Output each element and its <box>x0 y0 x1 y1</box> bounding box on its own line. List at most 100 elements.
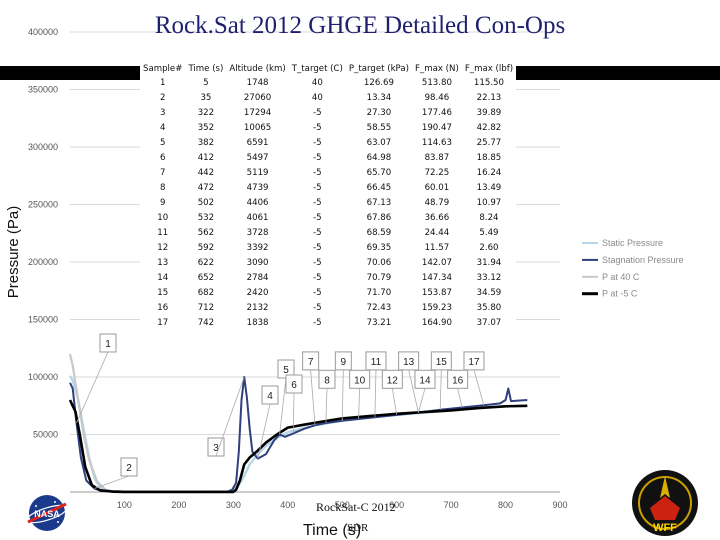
table-cell: 15 <box>157 287 169 298</box>
callout-label: 13 <box>403 357 415 368</box>
table-cell: 4061 <box>246 212 269 223</box>
y-tick-label: 150000 <box>28 315 58 325</box>
callout-label: 3 <box>213 443 219 454</box>
table-header-cell: F_max (lbf) <box>464 63 514 74</box>
table-cell: 513.80 <box>421 77 452 88</box>
svg-text:WFF: WFF <box>653 522 677 534</box>
y-tick-label: 400000 <box>28 27 58 37</box>
table-cell: -5 <box>313 302 322 313</box>
callout-leader <box>325 388 328 424</box>
table-cell: 442 <box>197 167 215 178</box>
table-cell: 60.01 <box>424 182 450 193</box>
series-line <box>68 353 234 493</box>
table-header-row: Sample# Time (s) Altitude (km) T_target (C)… <box>140 62 516 75</box>
table-header-cell: Altitude (km) <box>229 63 286 74</box>
table-cell: 2784 <box>246 272 269 283</box>
callout-label: 14 <box>419 375 431 386</box>
table-cell: 25.77 <box>476 137 502 148</box>
table-cell: 382 <box>197 137 215 148</box>
x-tick-label: 900 <box>552 500 567 510</box>
legend: Static Pressure Stagnation Pressure P at 4… <box>582 238 684 299</box>
table-cell: 472 <box>197 182 215 193</box>
x-tick-label: 400 <box>280 500 295 510</box>
table-header-cell: T_target (C) <box>291 63 343 74</box>
callout-label: 6 <box>291 380 297 391</box>
table-cell: 27.30 <box>366 107 392 118</box>
table-cell: 13 <box>157 257 169 268</box>
table-cell: 682 <box>197 287 215 298</box>
callout-label: 7 <box>308 357 314 368</box>
table-cell: 10 <box>157 212 169 223</box>
table-cell: 5 <box>159 137 166 148</box>
table-cell: 7 <box>159 167 166 178</box>
table-cell: 40 <box>311 77 323 88</box>
callout-leader <box>439 369 442 410</box>
callout-label: 11 <box>371 357 382 368</box>
table-cell: -5 <box>313 107 322 118</box>
callout-leader <box>358 388 361 419</box>
table-cell: 17 <box>157 317 169 328</box>
table-cell: 3728 <box>246 227 269 238</box>
table-header-cell: F_max (N) <box>414 63 459 74</box>
table-row: 12 592 3392 -5 69.35 11.57 2.60 <box>140 240 516 255</box>
table-cell: 98.46 <box>424 92 450 103</box>
table-cell: -5 <box>313 152 322 163</box>
table-cell: 2 <box>159 92 166 103</box>
y-tick-label: 350000 <box>28 85 58 95</box>
table-cell: 322 <box>197 107 215 118</box>
callout-label: 4 <box>267 391 273 402</box>
table-cell: -5 <box>313 137 322 148</box>
table-cell: 10.97 <box>476 197 502 208</box>
callout-label: 9 <box>341 357 347 368</box>
axes: 50000 100000 150000 200000 250000 300000 35000… <box>5 27 568 539</box>
x-tick-label: 800 <box>498 500 513 510</box>
table-cell: 6591 <box>246 137 269 148</box>
table-cell: 58.55 <box>366 122 392 133</box>
table-cell: -5 <box>313 212 322 223</box>
table-header-cell: P_target (kPa) <box>348 63 409 74</box>
table-row: 1 5 1748 40 126.69 513.80 115.50 <box>140 75 516 90</box>
table-cell: 5.49 <box>479 227 499 238</box>
table-cell: 11.57 <box>424 242 450 253</box>
table-cell: 67.13 <box>366 197 392 208</box>
table-cell: 352 <box>197 122 215 133</box>
table-row: 2 35 27060 40 13.34 98.46 22.13 <box>140 90 516 105</box>
table-cell: 8.24 <box>479 212 499 223</box>
callout-leader <box>279 377 287 435</box>
table-cell: 164.90 <box>421 317 452 328</box>
table-cell: 1838 <box>246 317 269 328</box>
table-cell: 71.70 <box>366 287 392 298</box>
table-cell: 652 <box>197 272 215 283</box>
table-cell: 64.98 <box>366 152 392 163</box>
table-cell: 8 <box>159 182 166 193</box>
callout-label: 17 <box>468 357 480 368</box>
table-cell: 13.34 <box>366 92 392 103</box>
callout-label: 10 <box>354 375 366 386</box>
x-tick-label: 200 <box>171 500 186 510</box>
table-cell: 24.44 <box>424 227 450 238</box>
table-cell: 16 <box>157 302 169 313</box>
table-cell: 5 <box>203 77 209 88</box>
table-cell: 67.86 <box>366 212 392 223</box>
callout-leader <box>341 369 344 421</box>
callout-leader <box>408 369 419 413</box>
table-cell: 22.13 <box>476 92 502 103</box>
table-cell: 27060 <box>243 92 272 103</box>
footer-text: RockSat-C 2012 <box>316 500 396 514</box>
table-row: 14 652 2784 -5 70.79 147.34 33.12 <box>140 270 516 285</box>
table-cell: -5 <box>313 227 322 238</box>
nasa-logo: NASA <box>26 495 68 531</box>
table-row: 3 322 17294 -5 27.30 177.46 39.89 <box>140 105 516 120</box>
table-cell: 10065 <box>243 122 272 133</box>
table-row: 7 442 5119 -5 65.70 72.25 16.24 <box>140 165 516 180</box>
svg-text:NASA: NASA <box>34 509 60 519</box>
callout-label: 2 <box>126 463 132 474</box>
table-cell: 70.79 <box>366 272 392 283</box>
table-body: 1 5 1748 40 126.69 513.80 115.50 2 3 5 27060 40 13.3… <box>140 75 516 330</box>
table-cell: 592 <box>197 242 215 253</box>
callout-label: 5 <box>283 365 289 376</box>
table-cell: 3 <box>159 107 166 118</box>
x-tick-label: 100 <box>117 500 132 510</box>
y-tick-label: 50000 <box>33 430 58 440</box>
